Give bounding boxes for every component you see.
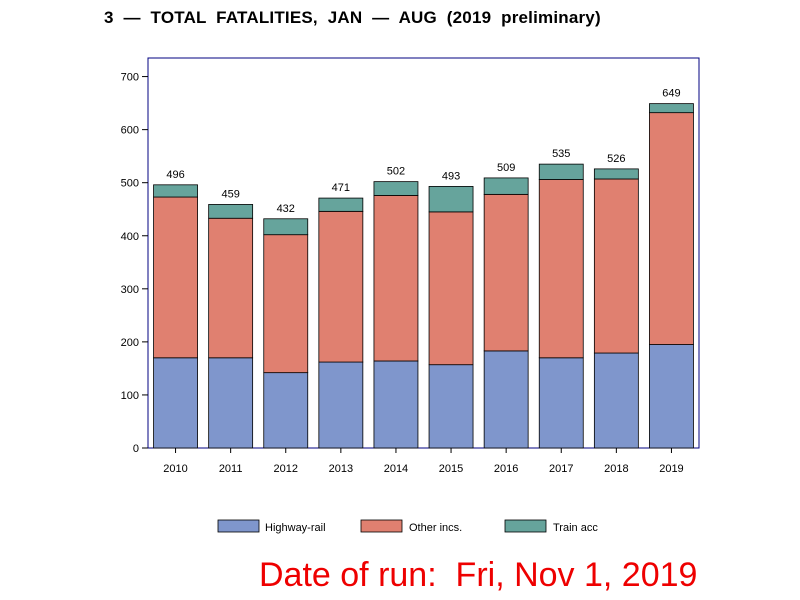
run-date: Date of run: Fri, Nov 1, 2019 — [259, 556, 698, 594]
bar-segment-train-acc-2013 — [318, 197, 364, 212]
bar-segment-highway-rail-2010 — [153, 357, 198, 449]
bar-segment-train-acc-2016 — [483, 177, 529, 195]
bar-segment-highway-rail-2014 — [373, 360, 419, 449]
bar-segment-other-incs-2010 — [153, 196, 198, 359]
plot-frame — [147, 57, 700, 449]
x-axis: 2010 2011 2012 2013 2014 2015 2016 2017 2018 2019 — [163, 448, 684, 475]
x-tick-label: 2012 — [274, 463, 298, 475]
bar-segment-train-acc-2011 — [208, 204, 254, 219]
total-label-2013: 471 — [332, 182, 350, 194]
bar-segment-train-acc-2012 — [263, 218, 309, 236]
x-tick-label: 2016 — [494, 463, 518, 475]
chart-title: 3 — TOTAL FATALITIES, JAN — AUG (2019 pr… — [104, 8, 601, 27]
total-label-2019: 649 — [662, 88, 680, 100]
bar-segment-other-incs-2011 — [208, 217, 254, 359]
bar-segment-highway-rail-2013 — [318, 361, 364, 449]
bar-segment-other-incs-2016 — [483, 193, 529, 352]
legend-label-1: Other incs. — [409, 522, 462, 534]
x-tick-label: 2015 — [439, 463, 463, 475]
y-tick-label: 100 — [121, 390, 139, 402]
legend-swatch-2 — [504, 519, 547, 533]
y-tick-label: 600 — [121, 125, 139, 137]
plot-border — [147, 57, 700, 449]
bar-segment-highway-rail-2017 — [538, 357, 584, 449]
bar-segment-highway-rail-2012 — [263, 372, 309, 449]
bar-segment-highway-rail-2015 — [428, 364, 474, 449]
bars — [153, 103, 694, 449]
bar-segment-train-acc-2010 — [153, 184, 198, 198]
bar-segment-train-acc-2015 — [428, 186, 474, 213]
x-tick-label: 2013 — [329, 463, 353, 475]
x-tick-label: 2017 — [549, 463, 573, 475]
legend-swatch-1 — [360, 519, 403, 533]
y-axis: 0 100 200 300 400 500 600 700 — [121, 72, 148, 455]
x-tick-label: 2019 — [659, 463, 683, 475]
bar-segment-other-incs-2012 — [263, 234, 309, 374]
legend: Highway-rail Other incs. Train acc — [217, 519, 598, 534]
y-tick-label: 200 — [121, 337, 139, 349]
y-tick-label: 400 — [121, 231, 139, 243]
total-label-2012: 432 — [277, 203, 295, 215]
bar-segment-other-incs-2019 — [649, 112, 694, 345]
bar-segment-highway-rail-2019 — [649, 344, 694, 449]
bar-segment-highway-rail-2018 — [593, 352, 639, 449]
bar-segment-highway-rail-2016 — [483, 350, 529, 449]
y-tick-label: 300 — [121, 284, 139, 296]
total-label-2016: 509 — [497, 162, 515, 174]
bar-segment-train-acc-2019 — [649, 103, 694, 114]
total-label-2011: 459 — [221, 188, 239, 200]
total-labels: 496 459 432 471 502 493 509 535 526 649 — [166, 88, 680, 215]
total-label-2018: 526 — [607, 153, 625, 165]
bar-segment-highway-rail-2011 — [208, 357, 254, 449]
x-tick-label: 2014 — [384, 463, 408, 475]
bar-segment-other-incs-2013 — [318, 210, 364, 363]
y-tick-label: 500 — [121, 178, 139, 190]
x-tick-label: 2010 — [163, 463, 187, 475]
bar-segment-train-acc-2018 — [593, 168, 639, 180]
bar-segment-train-acc-2014 — [373, 181, 419, 196]
total-label-2017: 535 — [552, 148, 570, 160]
total-label-2010: 496 — [166, 169, 184, 181]
x-tick-label: 2018 — [604, 463, 628, 475]
y-tick-label: 0 — [133, 443, 139, 455]
bar-segment-other-incs-2018 — [593, 178, 639, 354]
total-label-2015: 493 — [442, 170, 460, 182]
legend-label-0: Highway-rail — [265, 522, 326, 534]
bar-segment-other-incs-2015 — [428, 211, 474, 366]
bar-segment-other-incs-2017 — [538, 179, 584, 359]
legend-swatch-0 — [217, 519, 260, 533]
y-tick-label: 700 — [121, 72, 139, 84]
x-tick-label: 2011 — [219, 463, 243, 475]
total-label-2014: 502 — [387, 166, 405, 178]
bar-segment-train-acc-2017 — [538, 163, 584, 180]
bar-segment-other-incs-2014 — [373, 195, 419, 362]
legend-label-2: Train acc — [553, 522, 598, 534]
